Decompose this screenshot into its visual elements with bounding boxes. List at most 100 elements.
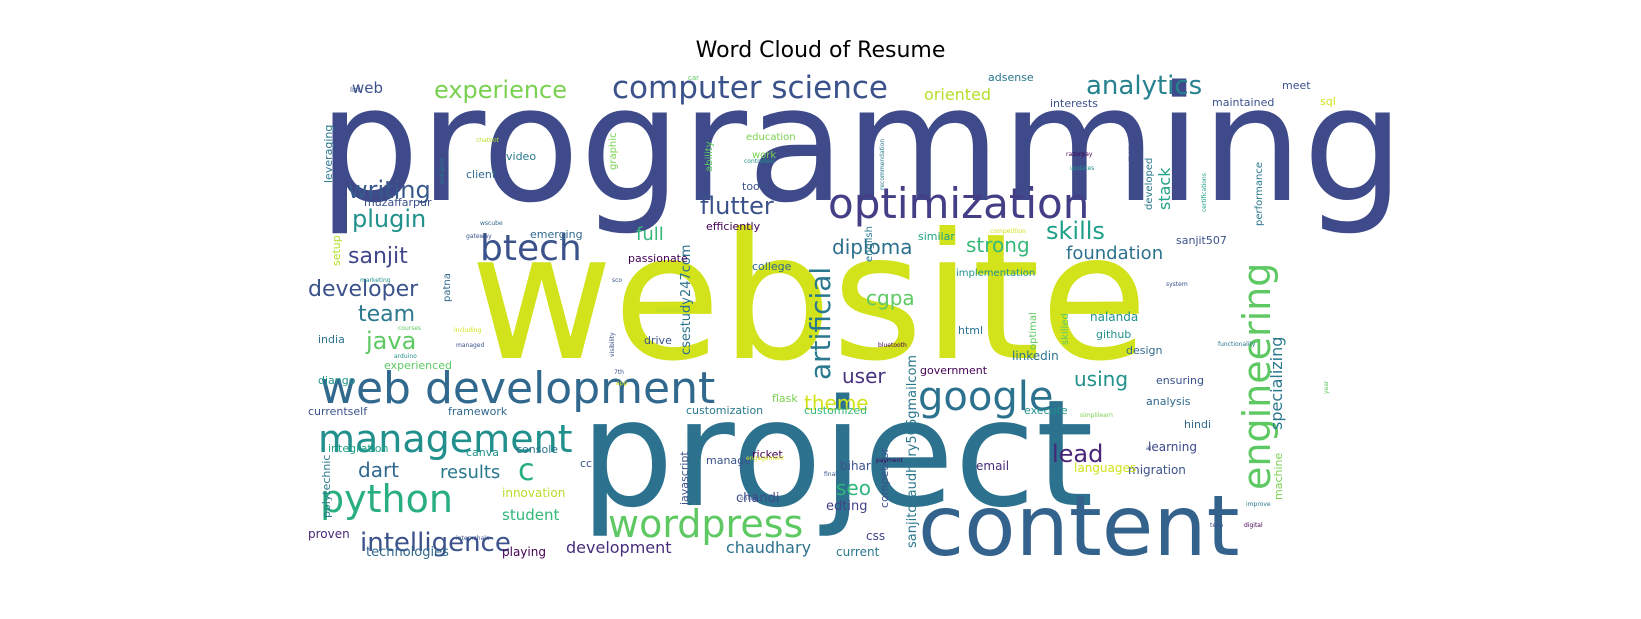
- word-strong: strong: [966, 233, 1030, 257]
- word-website: website: [470, 197, 1148, 400]
- word-customization: customization: [686, 404, 763, 417]
- word-technologies: technologies: [366, 545, 449, 560]
- word-learning: learning: [1148, 440, 1197, 454]
- word-sql: sql: [1320, 95, 1336, 108]
- word-7th: 7th: [614, 369, 624, 376]
- word-stack: stack: [1155, 167, 1174, 210]
- word-results: results: [440, 462, 500, 483]
- word-oriented: oriented: [924, 85, 991, 104]
- word-migration: migration: [1128, 463, 1186, 477]
- word-cgpa: cgpa: [866, 286, 915, 310]
- word-razorpay: razorpay: [1066, 151, 1093, 158]
- word-improve: improve: [1246, 501, 1271, 508]
- word-canva: canva: [466, 446, 499, 459]
- word-bihar: bihar: [840, 459, 871, 473]
- word-project: project: [580, 368, 1094, 540]
- word-github: github: [1096, 328, 1131, 341]
- word-enhance: enhance: [439, 158, 446, 184]
- word-developed: developed: [1144, 158, 1155, 210]
- word-competitor: competitor: [878, 447, 891, 508]
- word-passionate: passionate: [628, 252, 688, 265]
- word-plugin: plugin: [352, 205, 426, 233]
- word-india: india: [318, 333, 345, 346]
- word-programming: programming: [318, 51, 1404, 238]
- word-diploma: diploma: [832, 235, 912, 259]
- word-web: web: [352, 79, 383, 97]
- word-foundation: foundation: [1066, 243, 1163, 264]
- word-implementation: implementation: [956, 268, 1035, 279]
- word-machine: machine: [1272, 452, 1285, 500]
- word-college: college: [752, 260, 792, 273]
- word-user: user: [842, 364, 886, 388]
- chart-title: Word Cloud of Resume: [695, 38, 946, 63]
- word-management: management: [318, 417, 573, 461]
- word-simplilearn: simplilearn: [1080, 412, 1113, 419]
- word-patna: patna: [442, 273, 453, 302]
- word-hindi: hindi: [1184, 418, 1211, 431]
- word-setup: setup: [330, 235, 343, 266]
- word-integration: integration: [328, 442, 388, 455]
- word-work: work: [752, 150, 776, 161]
- word-tech: tech: [1210, 522, 1223, 529]
- word-internshala: internshala: [456, 535, 490, 542]
- word-list: list: [350, 86, 361, 94]
- word-video: video: [506, 150, 536, 163]
- word-framework: framework: [448, 405, 508, 418]
- word-competition: competition: [990, 228, 1026, 235]
- word-intelligence: intelligence: [360, 528, 511, 558]
- word-performance: performance: [1254, 162, 1265, 226]
- word-engagement: engagement: [746, 455, 785, 462]
- word-functionality: functionality: [1218, 341, 1256, 348]
- word-gateway: gateway: [466, 233, 492, 240]
- word-django: django: [318, 374, 356, 387]
- word-recommendation: recommendation: [879, 139, 886, 190]
- word-controlled: controlled: [744, 158, 774, 165]
- word-graphic: graphic: [608, 132, 619, 170]
- word-ability: ability: [704, 141, 715, 172]
- word-optimal: optimal: [1028, 312, 1039, 350]
- word-csestudy247com: csestudy247com: [679, 244, 694, 355]
- word-skilled: skilled: [1060, 313, 1071, 345]
- word-government: government: [920, 364, 988, 377]
- word-current: current: [836, 545, 880, 559]
- word-customized: customized: [804, 404, 867, 417]
- word-chaudhary: chaudhary: [726, 538, 811, 557]
- word-google: google: [918, 374, 1053, 420]
- word-nalanda: nalanda: [1090, 310, 1138, 324]
- word-drive: drive: [644, 334, 672, 347]
- word-polytechnic: polytechnic: [320, 455, 333, 518]
- word-analysis: analysis: [1146, 395, 1191, 408]
- word-flask: flask: [772, 392, 798, 405]
- word-chandi: chandi: [736, 491, 779, 506]
- word-sco: sco: [612, 277, 622, 284]
- word-education: education: [746, 132, 796, 143]
- word-artificial: artificial: [804, 267, 837, 380]
- word-including: including: [454, 327, 482, 334]
- word-email: email: [976, 459, 1009, 473]
- word-writing: writing: [348, 176, 431, 204]
- word-development: development: [566, 538, 672, 557]
- word-year: year: [1323, 380, 1330, 394]
- word-java: java: [365, 327, 416, 355]
- word-skills: skills: [1046, 217, 1105, 245]
- word-adsense: adsense: [988, 71, 1034, 84]
- word-leveraging: leveraging: [322, 125, 335, 183]
- word-linkedin: linkedin: [1012, 349, 1059, 363]
- word-semester: semester: [656, 307, 685, 314]
- word-experience: experience: [434, 76, 567, 104]
- word-developer: developer: [308, 277, 419, 302]
- word-dart: dart: [358, 458, 399, 482]
- word-computer-science: computer science: [612, 70, 888, 106]
- word-visibility: visibility: [609, 332, 616, 357]
- word-managed: managed: [456, 342, 485, 349]
- word-arduino: arduino: [394, 353, 417, 360]
- word-similar: similar: [918, 230, 955, 243]
- word-experienced: experienced: [384, 359, 452, 372]
- word-sanjitchaudhary506gmailcom: sanjitchaudhary506gmailcom: [905, 355, 920, 548]
- word-python: python: [320, 477, 453, 521]
- word-muzaffarpur: muzaffarpur: [364, 196, 432, 209]
- word-run: run: [1126, 145, 1137, 162]
- word-student: student: [502, 506, 559, 524]
- word-execute: execute: [1024, 404, 1068, 417]
